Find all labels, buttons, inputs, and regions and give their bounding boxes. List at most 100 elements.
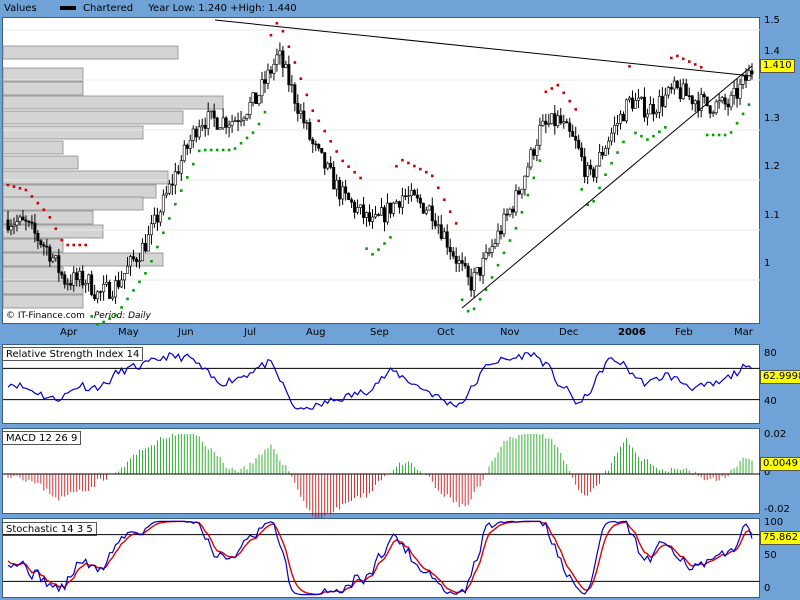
sar-dot bbox=[628, 65, 631, 68]
price-tick: 1.1 bbox=[764, 210, 780, 221]
sar-dot bbox=[185, 176, 189, 179]
candle-body bbox=[338, 179, 342, 200]
candle-body bbox=[529, 149, 533, 168]
candle-body bbox=[164, 192, 168, 196]
candle-body bbox=[263, 79, 267, 84]
sar-dot bbox=[329, 139, 332, 143]
support-trendline bbox=[461, 65, 753, 309]
candle-body bbox=[538, 125, 542, 146]
rsi-title: Relative Strength Index 14 bbox=[2, 347, 144, 361]
rsi-tick: 80 bbox=[764, 348, 777, 359]
macd-panel[interactable] bbox=[2, 428, 760, 514]
sar-dot bbox=[371, 253, 374, 256]
candle-body bbox=[353, 201, 357, 213]
period-label: Period: Daily bbox=[93, 311, 151, 321]
candle-body bbox=[30, 221, 34, 224]
candle-body bbox=[93, 294, 97, 300]
sar-dot bbox=[676, 54, 679, 58]
sar-dot bbox=[353, 170, 356, 174]
candle-body bbox=[397, 201, 401, 208]
candle-body bbox=[657, 96, 661, 113]
sar-dot bbox=[681, 57, 685, 61]
candle-body bbox=[314, 143, 318, 146]
sar-dot bbox=[269, 33, 273, 37]
candle-body bbox=[735, 88, 739, 99]
rsi-tick: 40 bbox=[764, 396, 777, 407]
candle-body bbox=[607, 140, 611, 149]
candle-body bbox=[433, 220, 437, 227]
sar-dot bbox=[616, 151, 619, 154]
sar-dot bbox=[168, 217, 171, 220]
candle-body bbox=[245, 114, 249, 119]
sar-dot bbox=[275, 21, 279, 25]
candle-body bbox=[532, 149, 536, 156]
candle-body bbox=[377, 214, 381, 216]
x-label: Dec bbox=[559, 327, 579, 338]
candle-body bbox=[598, 152, 602, 167]
macd-tick: 0.02 bbox=[764, 429, 787, 440]
sar-dot bbox=[634, 131, 637, 135]
candle-body bbox=[311, 139, 315, 145]
candle-body bbox=[359, 204, 363, 208]
candle-body bbox=[604, 148, 608, 156]
price-tick: 1.3 bbox=[764, 113, 780, 124]
sar-dot bbox=[239, 141, 243, 145]
x-label: Aug bbox=[306, 327, 326, 338]
sar-dot bbox=[138, 280, 141, 284]
stoch-tick: 0 bbox=[764, 583, 771, 594]
candle-body bbox=[248, 102, 252, 115]
candle-body bbox=[90, 274, 94, 296]
candle-body bbox=[463, 263, 467, 267]
candle-body bbox=[556, 115, 560, 126]
candle-body bbox=[645, 113, 649, 118]
candle-body bbox=[129, 256, 133, 267]
sar-dot bbox=[84, 243, 87, 247]
candle-body bbox=[639, 96, 643, 99]
candle-body bbox=[320, 148, 324, 153]
macd-tick: 0 bbox=[764, 467, 771, 478]
volume-price-bar bbox=[2, 184, 157, 199]
sar-dot bbox=[90, 315, 93, 318]
header-bar: Values Chartered Year Low: 1.240 +High: … bbox=[4, 3, 297, 14]
sar-dot bbox=[687, 60, 691, 63]
sar-dot bbox=[197, 149, 201, 153]
sar-dot bbox=[191, 162, 195, 166]
candle-body bbox=[421, 202, 425, 214]
sar-dot bbox=[66, 243, 70, 247]
candle-body bbox=[54, 255, 58, 259]
candle-body bbox=[484, 252, 488, 259]
candle-body bbox=[173, 171, 177, 186]
candle-body bbox=[299, 110, 303, 114]
candle-body bbox=[278, 50, 282, 56]
x-label: Nov bbox=[500, 327, 520, 338]
candle-body bbox=[475, 267, 479, 273]
sar-dot bbox=[598, 186, 601, 190]
legend-swatch bbox=[59, 6, 76, 10]
x-label: Feb bbox=[675, 327, 693, 338]
candle-body bbox=[636, 97, 640, 101]
volume-price-bar bbox=[2, 170, 169, 185]
candle-body bbox=[224, 117, 228, 128]
candle-body bbox=[63, 274, 67, 285]
candle-body bbox=[412, 189, 416, 196]
volume-price-bar bbox=[2, 81, 84, 96]
candle-body bbox=[209, 110, 213, 113]
candle-body bbox=[675, 80, 679, 89]
volume-price-bar bbox=[2, 140, 64, 155]
candle-body bbox=[616, 123, 620, 126]
candle-body bbox=[595, 165, 599, 178]
sar-dot bbox=[478, 297, 482, 301]
candle-body bbox=[400, 195, 404, 208]
stoch-tick: 100 bbox=[764, 517, 784, 528]
sar-dot bbox=[460, 298, 464, 302]
candle-body bbox=[741, 75, 745, 85]
candle-body bbox=[305, 122, 309, 124]
sar-dot bbox=[36, 201, 40, 205]
sar-dot bbox=[102, 320, 105, 324]
sar-dot bbox=[430, 174, 434, 178]
candle-body bbox=[490, 246, 494, 253]
candle-body bbox=[6, 219, 10, 231]
candle-body bbox=[221, 117, 225, 129]
sar-dot bbox=[54, 227, 58, 231]
